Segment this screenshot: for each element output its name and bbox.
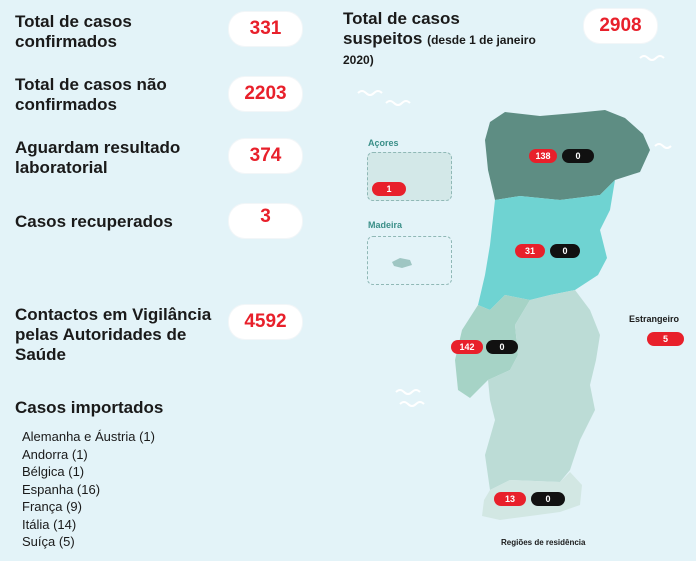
imported-item: Bélgica (1) [22,464,85,479]
contacts-label: Contactos em Vigilância pelas Autoridade… [15,305,211,365]
suspected-note: (desde 1 de janeiro [427,33,536,47]
contacts-label-line1: Contactos em Vigilância [15,305,212,324]
suspected-label-line2: suspeitos [343,29,423,48]
not-confirmed-value: 2203 [229,77,302,111]
imported-item: Suíça (5) [22,534,75,549]
madeira-label: Madeira [368,220,403,230]
imported-item: Itália (14) [22,516,77,532]
algarve-confirmed-badge: 13 [494,492,526,506]
madeira-island [392,258,412,268]
awaiting-value: 374 [229,139,302,173]
confirmed-label: Total de casos confirmados [15,12,132,52]
map-caption: Regiões de residência [501,538,586,547]
foreign-label: Estrangeiro [629,314,680,324]
imported-list: Alemanha e Áustria (1) Andorra (1) Bélgi… [22,428,155,551]
madeira-box[interactable] [367,236,452,285]
algarve-recovered-badge: 0 [531,492,565,506]
imported-item: Espanha (16) [22,481,101,497]
confirmed-label-line2: confirmados [15,32,118,51]
suspected-label-line1: Total de casos [343,9,460,28]
contacts-label-line2: pelas Autoridades de [15,325,187,344]
centro-confirmed-badge: 31 [515,244,545,258]
not-confirmed-label-line2: confirmados [15,95,118,114]
region-centro[interactable] [478,180,615,310]
confirmed-value: 331 [229,12,302,46]
azores-confirmed-badge: 1 [372,182,406,196]
norte-confirmed-badge: 138 [529,149,557,163]
awaiting-label-line1: Aguardam resultado [15,138,181,157]
not-confirmed-label: Total de casos não confirmados [15,75,167,115]
region-alentejo[interactable] [485,290,600,490]
foreign-confirmed-badge: 5 [647,332,684,346]
suspected-value: 2908 [584,9,657,43]
lisboa-confirmed-badge: 142 [451,340,483,354]
imported-title: Casos importados [15,398,164,417]
azores-label: Açores [368,138,399,148]
suspected-note-year: 2020) [343,53,374,67]
recovered-value: 3 [229,204,302,238]
imported-item: França (9) [22,499,82,514]
awaiting-label: Aguardam resultado laboratorial [15,138,180,178]
awaiting-label-line2: laboratorial [15,158,108,177]
centro-recovered-badge: 0 [550,244,580,258]
recovered-label: Casos recuperados [15,212,173,231]
norte-recovered-badge: 0 [562,149,594,163]
contacts-value: 4592 [229,305,302,339]
confirmed-label-line1: Total de casos [15,12,132,31]
not-confirmed-label-line1: Total de casos não [15,75,167,94]
suspected-label: Total de casos suspeitos (desde 1 de jan… [343,9,536,70]
imported-item: Andorra (1) [22,446,88,462]
contacts-label-line3: Saúde [15,345,67,364]
imported-item: Alemanha e Áustria (1) [22,429,155,444]
lisboa-recovered-badge: 0 [486,340,518,354]
